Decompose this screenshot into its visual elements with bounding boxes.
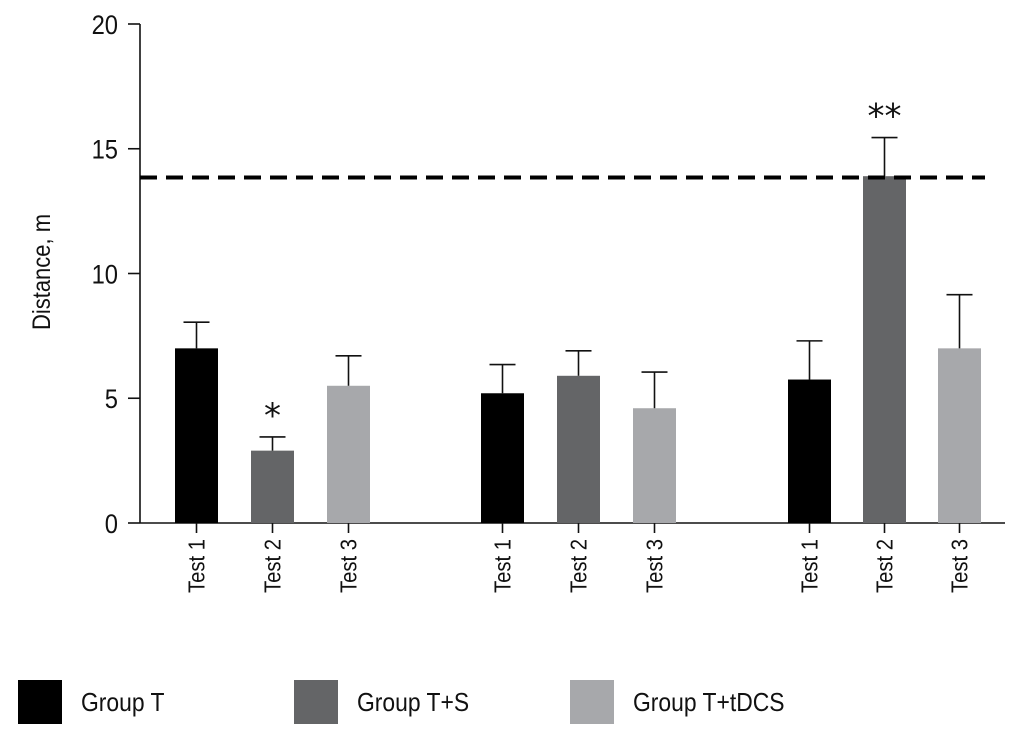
legend-swatch-group-t [18, 680, 62, 724]
x-tick-label: Test 3 [641, 539, 668, 593]
x-tick-label: Test 2 [871, 539, 898, 593]
x-tick-label: Test 2 [565, 539, 592, 593]
significance-marker: ** [868, 97, 902, 137]
bar-group3-group-t-tdcs [938, 348, 981, 523]
y-tick-label: 20 [92, 11, 118, 41]
y-tick-label: 0 [105, 510, 118, 540]
legend-label-group-t: Group T [81, 686, 165, 717]
x-tick-label: Test 3 [946, 539, 973, 593]
x-tick-label: Test 1 [796, 539, 823, 593]
legend-swatch-group-ttdcs [570, 680, 614, 724]
x-tick-label: Test 1 [183, 539, 210, 593]
legend-label-group-ts: Group T+S [357, 686, 470, 717]
bar-group1-group-t [175, 348, 218, 523]
legend: Group T Group T+S Group T+tDCS [0, 680, 1019, 740]
legend-item-group-ts: Group T+S [294, 680, 484, 724]
significance-annotations: *** [264, 97, 902, 436]
x-tick-label: Test 3 [335, 539, 362, 593]
bar-group3-group-t-s [863, 176, 906, 523]
x-tick-label: Test 1 [489, 539, 516, 593]
significance-marker: * [264, 396, 281, 436]
bars [175, 176, 981, 523]
legend-item-group-ttdcs: Group T+tDCS [570, 680, 805, 724]
bar-group2-group-t-tdcs [633, 408, 676, 523]
bar-group2-group-t [481, 393, 524, 523]
bar-group1-group-t-s [251, 450, 294, 523]
x-axis: Test 1 Test 2 Test 3 Test 1 Test 2 Test 3 Test… [140, 522, 1005, 593]
bar-group3-group-t [788, 379, 831, 523]
legend-label-group-ttdcs: Group T+tDCS [633, 686, 785, 717]
y-tick-label: 15 [92, 135, 118, 165]
bar-group2-group-t-s [557, 375, 600, 523]
error-bars [183, 136, 973, 451]
bar-group1-group-t-tdcs [327, 385, 370, 523]
legend-item-group-t: Group T [18, 680, 176, 724]
y-axis-title: Distance, m [28, 214, 56, 330]
x-tick-label: Test 2 [259, 539, 286, 593]
y-axis: 0 5 10 15 20 [92, 11, 141, 540]
legend-swatch-group-ts [294, 680, 338, 724]
y-tick-label: 5 [105, 385, 118, 415]
y-tick-label: 10 [92, 260, 118, 290]
